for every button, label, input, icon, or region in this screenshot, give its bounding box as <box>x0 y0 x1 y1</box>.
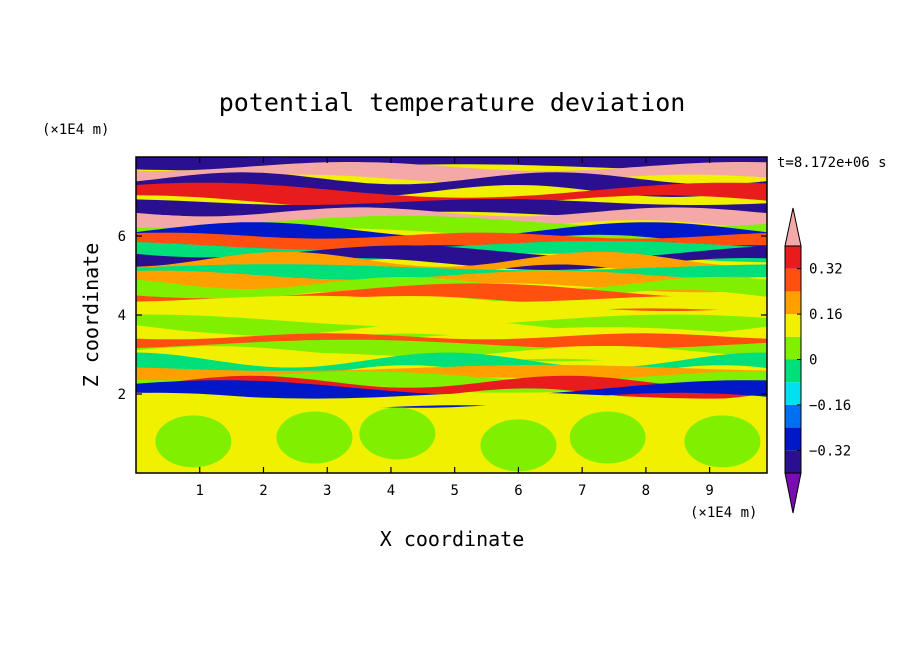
field-blob <box>276 411 353 464</box>
x-tick-label: 4 <box>387 483 395 499</box>
x-tick-label: 2 <box>259 483 267 499</box>
field-band <box>136 182 767 211</box>
colorbar-box <box>785 246 801 269</box>
field-band <box>136 295 767 315</box>
colorbar-min-triangle <box>784 472 802 514</box>
colorbar-box <box>785 268 801 292</box>
field-blob <box>569 411 646 464</box>
x-tick-label: 7 <box>578 483 586 499</box>
x-tick-label: 1 <box>196 483 204 499</box>
time-label: t=8.172e+06 s <box>777 155 887 171</box>
field-blob <box>684 415 761 468</box>
field-blob <box>480 419 557 472</box>
y-tick-label: 4 <box>118 308 126 324</box>
x-tick-label: 6 <box>514 483 522 499</box>
x-axis-ticks: 1 2 3 4 5 6 7 8 9 <box>196 157 714 499</box>
y-axis-label: Z coordinate <box>79 243 103 388</box>
colorbar-box <box>785 291 801 315</box>
colorbar-label: 0.16 <box>809 307 843 323</box>
chart-title: potential temperature deviation <box>219 88 686 117</box>
colorbar-max-triangle <box>784 207 802 247</box>
colorbar-box <box>785 336 801 360</box>
colorbar-box <box>785 359 801 383</box>
colorbar-label: −0.16 <box>809 398 851 414</box>
colorbar-box <box>785 382 801 405</box>
colorbar-box <box>785 450 801 473</box>
field-band <box>136 222 767 250</box>
colorbar-label: −0.32 <box>809 443 851 459</box>
y-axis-ticks: 2 4 6 <box>118 229 767 403</box>
y-unit-label: (×1E4 m) <box>42 122 109 138</box>
heatmap-field <box>136 157 767 473</box>
colorbar-box <box>785 404 801 428</box>
y-tick-label: 6 <box>118 229 126 245</box>
x-tick-label: 5 <box>450 483 458 499</box>
colorbar-label: 0 <box>809 353 817 369</box>
x-tick-label: 9 <box>705 483 713 499</box>
colorbar-box <box>785 427 801 451</box>
colorbar: 0.32 0.16 0 −0.16 −0.32 <box>784 207 851 514</box>
x-tick-label: 8 <box>642 483 650 499</box>
field-blob <box>155 415 232 468</box>
field-blob <box>359 407 436 460</box>
field-band <box>136 251 767 280</box>
x-unit-label: (×1E4 m) <box>690 505 757 521</box>
colorbar-label: 0.32 <box>809 262 843 278</box>
colorbar-box <box>785 314 801 337</box>
x-tick-label: 3 <box>323 483 331 499</box>
x-axis-label: X coordinate <box>380 527 525 551</box>
field-band <box>136 162 767 184</box>
field-band <box>136 333 767 352</box>
field-band <box>136 392 767 412</box>
y-tick-label: 2 <box>118 387 126 403</box>
